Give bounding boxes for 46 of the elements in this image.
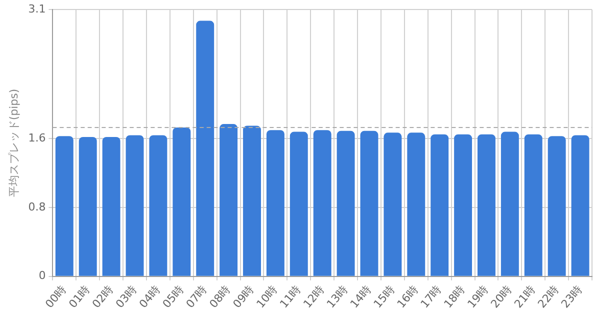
bar [172,127,191,276]
x-tick-label: 07時 [184,283,210,311]
x-tick-label: 13時 [324,283,350,311]
x-tick-label: 12時 [300,283,327,311]
bar [266,130,284,276]
bar [454,134,472,276]
bar [336,130,355,276]
bar [571,135,590,276]
x-tick-label: 20時 [488,283,514,311]
y-tick-label: 0.8 [28,200,46,214]
x-tick-label: 11時 [277,283,304,311]
bar [548,136,566,276]
x-tick-label: 22時 [535,283,562,311]
x-tick-label: 01時 [66,283,92,311]
bar [430,134,449,276]
y-tick-label: 3.1 [28,2,46,16]
x-tick-label: 10時 [254,283,280,311]
bar [149,135,168,276]
x-tick-label: 23時 [558,283,585,311]
bar [360,130,378,276]
x-tick-label: 05時 [160,283,186,311]
bar [524,134,542,276]
x-tick-label: 02時 [90,283,116,311]
bar [500,132,519,276]
x-tick-label: 00時 [42,283,69,311]
y-tick-label: 1.6 [28,132,46,145]
bar [384,132,402,276]
bar [407,132,426,276]
y-tick-label: 0 [38,269,46,282]
bar [243,126,261,276]
bar [313,130,332,276]
x-tick-label: 03時 [113,283,140,311]
x-tick-label: 14時 [348,283,374,311]
x-tick-label: 16時 [394,283,421,311]
y-axis-title: 平均スプレッド(pips) [7,88,20,198]
bar [196,20,214,276]
bar [78,136,97,276]
x-tick-label: 15時 [371,283,398,311]
bar [55,136,74,276]
x-tick-label: 04時 [136,283,163,311]
bar [478,134,496,276]
bar [126,135,144,276]
bar [220,124,238,276]
bar [102,136,120,276]
x-tick-label: 21時 [512,283,538,311]
bar [290,132,308,276]
